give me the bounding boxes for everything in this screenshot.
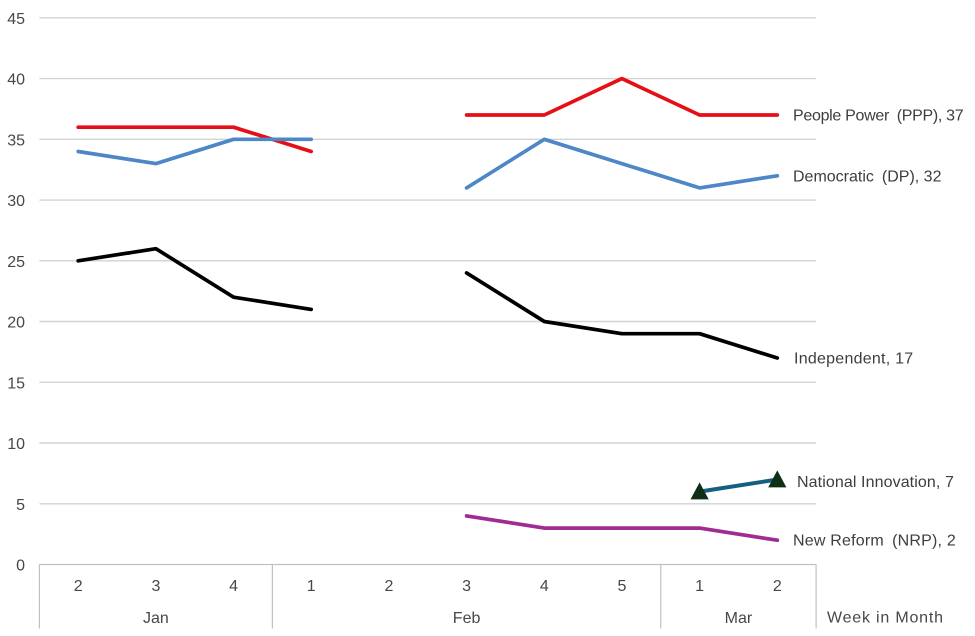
svg-text:National Innovation, 7: National Innovation, 7 (797, 474, 954, 491)
svg-text:Feb: Feb (453, 610, 481, 627)
svg-text:20: 20 (7, 315, 25, 332)
svg-text:40: 40 (7, 72, 25, 89)
svg-text:New Reform (NRP), 2: New Reform (NRP), 2 (793, 533, 956, 550)
svg-text:Week in Month: Week in Month (827, 610, 944, 627)
svg-text:People Power (PPP), 37: People Power (PPP), 37 (793, 108, 964, 125)
svg-text:5: 5 (617, 578, 626, 595)
svg-text:1: 1 (695, 578, 704, 595)
svg-text:15: 15 (7, 375, 25, 392)
svg-text:25: 25 (7, 254, 25, 271)
svg-text:4: 4 (540, 578, 549, 595)
svg-text:3: 3 (151, 578, 160, 595)
svg-text:5: 5 (16, 497, 25, 514)
svg-text:Mar: Mar (725, 610, 753, 627)
svg-text:Independent, 17: Independent, 17 (794, 351, 913, 368)
svg-text:30: 30 (7, 193, 25, 210)
svg-text:10: 10 (7, 436, 25, 453)
svg-text:3: 3 (462, 578, 471, 595)
svg-text:0: 0 (16, 558, 25, 575)
svg-text:4: 4 (229, 578, 238, 595)
svg-text:Democratic (DP), 32: Democratic (DP), 32 (793, 168, 942, 185)
svg-text:35: 35 (7, 132, 25, 149)
svg-text:1: 1 (307, 578, 316, 595)
svg-text:45: 45 (7, 11, 25, 28)
svg-text:Jan: Jan (143, 610, 169, 627)
svg-text:2: 2 (384, 578, 393, 595)
svg-text:2: 2 (74, 578, 83, 595)
svg-text:2: 2 (773, 578, 782, 595)
